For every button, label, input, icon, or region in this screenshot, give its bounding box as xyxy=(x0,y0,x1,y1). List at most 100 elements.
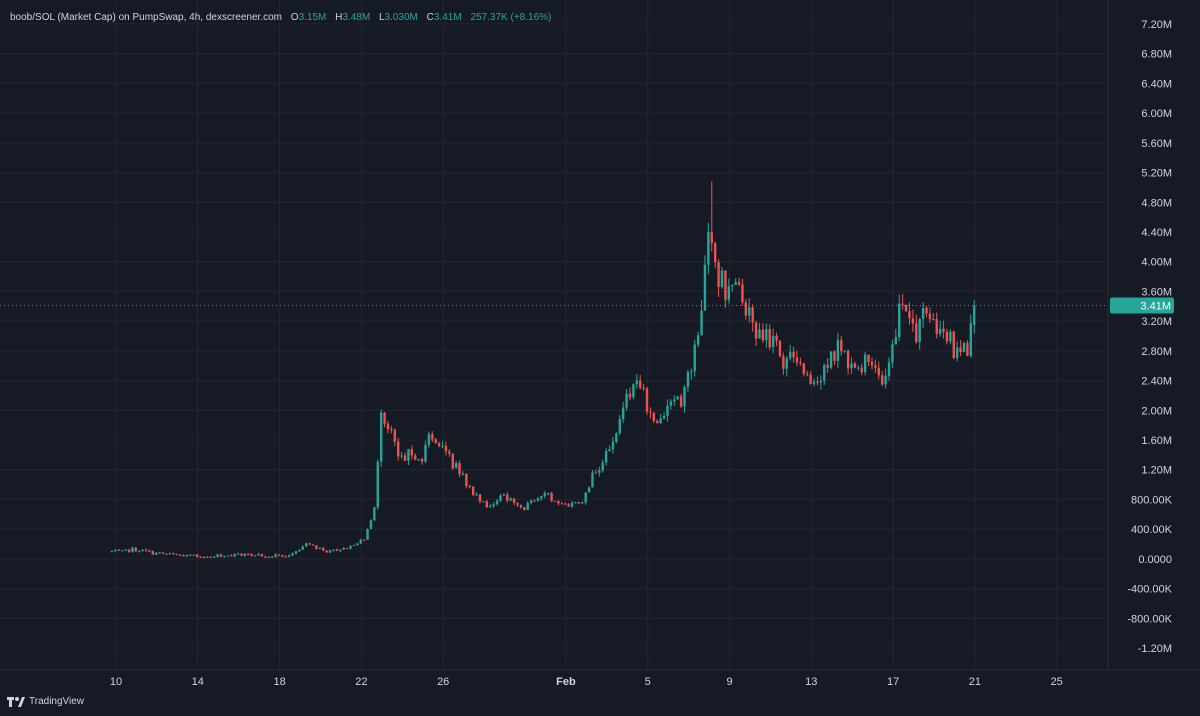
symbol-title: boob/SOL (Market Cap) on PumpSwap, 4h, d… xyxy=(10,12,282,23)
candle-up xyxy=(114,549,117,552)
price-tick-label: 2.00M xyxy=(1141,405,1172,417)
candle-body xyxy=(843,350,846,352)
candle-up xyxy=(318,547,322,550)
candle-body xyxy=(117,549,120,551)
candle-up xyxy=(502,493,506,496)
candle-body xyxy=(345,547,349,549)
candle-up xyxy=(969,314,973,358)
candle-body xyxy=(468,486,471,488)
candle-down xyxy=(737,277,741,287)
candle-down xyxy=(952,330,955,360)
candle-body xyxy=(512,498,516,503)
candle-body xyxy=(860,367,863,373)
candle-down xyxy=(202,556,206,559)
candle-body xyxy=(172,553,175,555)
candle-up xyxy=(253,555,257,557)
candle-down xyxy=(134,546,137,552)
candle-up xyxy=(758,323,761,339)
candle-body xyxy=(676,396,679,400)
candle-body xyxy=(161,552,165,554)
candle-up xyxy=(898,294,901,342)
candle-body xyxy=(823,364,826,381)
change-value: 257.37K (+8.16%) xyxy=(470,12,552,23)
candle-down xyxy=(117,548,120,551)
candle-down xyxy=(754,320,758,346)
time-tick-label: 21 xyxy=(969,676,981,688)
candle-body xyxy=(516,502,519,505)
candle-up xyxy=(707,222,710,275)
candle-body xyxy=(666,405,669,416)
candle-body xyxy=(806,373,809,375)
candle-body xyxy=(884,375,887,385)
candle-up xyxy=(683,385,686,413)
candle-up xyxy=(233,553,236,558)
candle-down xyxy=(264,555,267,559)
candle-body xyxy=(662,415,666,419)
candle-body xyxy=(383,412,386,424)
candle-down xyxy=(908,302,911,325)
candle-down xyxy=(904,304,908,312)
candle-down xyxy=(281,554,284,558)
candle-down xyxy=(782,352,785,375)
candle-body xyxy=(359,539,362,544)
candle-body xyxy=(962,342,966,352)
candle-body xyxy=(185,554,189,557)
candle-body xyxy=(400,455,403,457)
candle-up xyxy=(938,320,942,337)
candle-down xyxy=(468,484,471,489)
candle-up xyxy=(168,552,172,555)
candle-down xyxy=(325,550,328,553)
candle-body xyxy=(863,354,867,373)
candle-down xyxy=(250,553,253,557)
candle-up xyxy=(342,547,345,550)
candle-body xyxy=(564,503,567,505)
candle-body xyxy=(529,500,533,504)
tradingview-logo[interactable]: TradingView xyxy=(7,696,84,707)
candle-body xyxy=(226,555,229,557)
candle-down xyxy=(833,350,836,365)
candle-down xyxy=(915,314,918,344)
candle-down xyxy=(444,441,448,456)
candle-down xyxy=(778,340,782,358)
candle-up xyxy=(700,299,703,336)
candle-body xyxy=(737,282,741,285)
candle-up xyxy=(857,365,860,371)
candle-body xyxy=(819,380,823,383)
candle-down xyxy=(550,491,553,502)
candle-up xyxy=(349,545,352,550)
candle-up xyxy=(955,341,959,362)
low-label: L xyxy=(378,12,385,23)
candle-down xyxy=(178,554,182,556)
candle-down xyxy=(717,259,720,298)
candle-down xyxy=(751,304,754,332)
candle-body xyxy=(778,340,782,357)
price-tick-label: 400.00K xyxy=(1131,524,1173,536)
candle-up xyxy=(441,441,444,449)
candle-body xyxy=(952,331,955,359)
candle-body xyxy=(414,455,417,460)
candle-body xyxy=(250,554,253,556)
candle-body xyxy=(741,284,744,303)
candle-down xyxy=(594,469,598,474)
candle-body xyxy=(294,551,298,554)
candle-body xyxy=(434,439,437,444)
candle-body xyxy=(407,449,410,461)
candle-body xyxy=(178,554,182,556)
candle-body xyxy=(127,549,131,552)
close-label: C xyxy=(426,12,434,23)
candle-body xyxy=(325,550,328,553)
price-tick-label: -400.00K xyxy=(1127,584,1172,596)
candle-down xyxy=(148,549,151,553)
high-value: 3.48M xyxy=(342,12,371,23)
candle-body xyxy=(441,445,444,447)
candle-body xyxy=(584,492,587,503)
chart-legend: boob/SOL (Market Cap) on PumpSwap, 4h, d… xyxy=(10,12,551,23)
candle-down xyxy=(564,502,567,505)
candle-down xyxy=(802,362,805,377)
time-tick-label: 14 xyxy=(192,676,204,688)
candle-down xyxy=(710,181,713,252)
price-tick-label: 1.60M xyxy=(1141,435,1172,447)
candle-down xyxy=(172,552,175,555)
candle-body xyxy=(328,550,332,553)
